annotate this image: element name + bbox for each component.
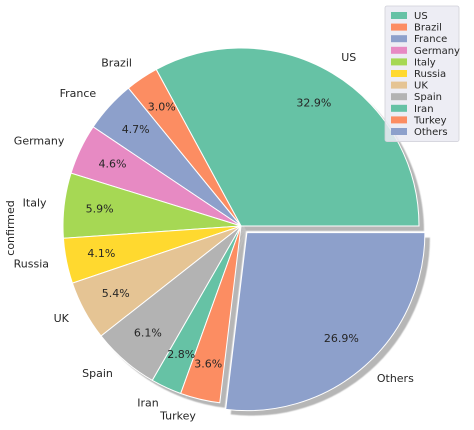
percent-label-spain: 6.1% [134, 327, 162, 340]
legend-label-turkey: Turkey [413, 115, 447, 126]
slice-label-turkey: Turkey [159, 410, 196, 423]
percent-label-us: 32.9% [296, 97, 331, 110]
percent-label-others: 26.9% [324, 332, 359, 345]
legend-label-france: France [414, 34, 447, 45]
slice-label-russia: Russia [14, 258, 49, 271]
legend-label-others: Others [414, 127, 448, 138]
slice-label-us: US [341, 51, 356, 64]
legend-label-italy: Italy [414, 57, 436, 68]
percent-label-france: 4.7% [122, 123, 150, 136]
legend-swatch-others [391, 128, 407, 135]
legend-label-germany: Germany [414, 46, 460, 57]
legend-label-russia: Russia [414, 69, 446, 80]
pie-slice-turkey [180, 225, 242, 404]
slice-label-germany: Germany [14, 135, 65, 148]
percent-labels: 32.9% 3.0% 4.7% 4.6% 5.9% 4.1% 5.4% 6.1% 2.8%3.6… [86, 97, 359, 371]
legend-swatch-germany [391, 46, 407, 54]
pie-slices [62, 47, 426, 412]
pie-slice-others [225, 232, 426, 412]
slice-label-others: Others [377, 372, 414, 385]
pie-slice-us [155, 47, 420, 227]
legend-label-spain: Spain [414, 92, 442, 103]
legend-swatch-uk [391, 81, 407, 89]
legend-swatch-turkey [391, 116, 407, 124]
slice-label-uk: UK [54, 312, 70, 325]
percent-label-turkey: 3.6% [194, 358, 222, 371]
percent-label-brazil: 3.0% [148, 101, 176, 114]
slice-label-brazil: Brazil [101, 56, 132, 69]
legend-swatch-spain [391, 93, 407, 101]
legend-label-brazil: Brazil [414, 23, 442, 34]
slice-label-spain: Spain [82, 367, 113, 380]
legend-swatch-us [391, 12, 407, 19]
legend-label-us: US [414, 11, 428, 22]
percent-label-uk: 5.4% [102, 287, 130, 300]
legend-swatch-brazil [391, 23, 407, 31]
percent-label-iran: 2.8% [167, 348, 195, 361]
legend-swatch-iran [391, 104, 407, 112]
slice-label-france: France [60, 87, 97, 100]
legend-swatch-italy [391, 58, 407, 66]
legend-swatch-france [391, 35, 407, 43]
slice-labels: US Brazil France Germany Italy Russia UK Spain I… [14, 51, 414, 423]
percent-label-italy: 5.9% [86, 202, 114, 215]
legend: USBrazilFranceGermanyItalyRussiaUKSpainI… [384, 5, 460, 143]
legend-swatch-russia [391, 70, 407, 77]
slice-label-italy: Italy [23, 196, 47, 209]
legend-label-uk: UK [414, 81, 428, 92]
legend-label-iran: Iran [414, 104, 434, 115]
percent-label-russia: 4.1% [87, 247, 115, 260]
y-axis-label: confirmed [4, 200, 17, 255]
percent-label-germany: 4.6% [99, 158, 127, 171]
slice-label-iran: Iran [137, 397, 159, 410]
